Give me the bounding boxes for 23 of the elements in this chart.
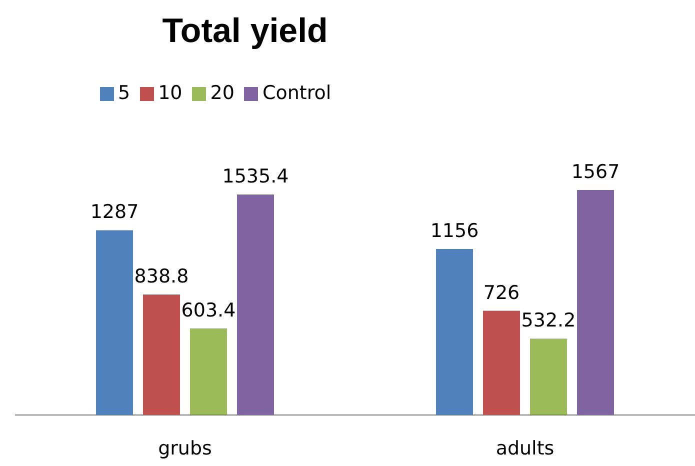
- data-label: 1287: [90, 201, 139, 224]
- bar: [96, 230, 133, 415]
- data-label: 603.4: [181, 299, 236, 322]
- x-tick-label: adults: [496, 437, 554, 460]
- bar: [190, 328, 227, 415]
- legend-label: Control: [262, 82, 332, 104]
- data-label: 1535.4: [222, 166, 289, 188]
- data-label: 838.8: [134, 266, 189, 288]
- bar: [436, 249, 473, 415]
- legend-label: 10: [158, 82, 182, 104]
- bar: [483, 310, 520, 415]
- legend-label: 5: [118, 82, 130, 104]
- data-label: 1567: [571, 161, 620, 183]
- bar: [143, 294, 180, 415]
- chart-title: Total yield: [161, 12, 329, 51]
- bar: [577, 190, 614, 415]
- data-label: 1156: [430, 220, 479, 242]
- data-label: 726: [483, 282, 520, 304]
- data-label: 532.2: [521, 310, 576, 332]
- bar: [237, 194, 274, 415]
- legend-label: 20: [210, 82, 234, 104]
- x-tick-label: grubs: [158, 437, 212, 460]
- bar: [530, 338, 567, 415]
